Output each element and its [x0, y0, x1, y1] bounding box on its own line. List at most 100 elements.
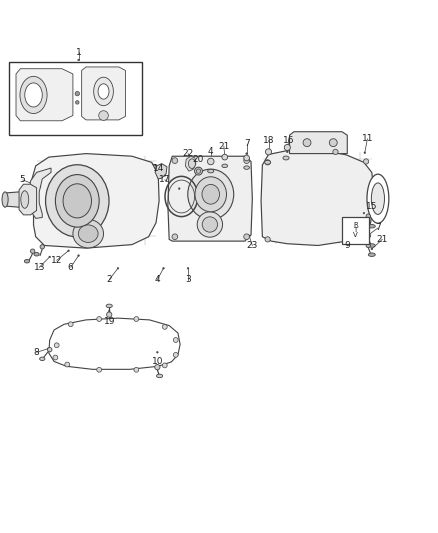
- Ellipse shape: [332, 149, 337, 155]
- Text: 21: 21: [376, 235, 387, 244]
- Ellipse shape: [221, 164, 227, 167]
- Ellipse shape: [363, 232, 368, 238]
- Polygon shape: [19, 184, 36, 215]
- Ellipse shape: [265, 237, 270, 242]
- Ellipse shape: [187, 169, 233, 220]
- Ellipse shape: [363, 152, 365, 154]
- Ellipse shape: [46, 165, 109, 237]
- Ellipse shape: [106, 304, 112, 308]
- Ellipse shape: [245, 153, 247, 155]
- Ellipse shape: [47, 348, 52, 352]
- Polygon shape: [5, 191, 33, 208]
- Text: 3: 3: [185, 275, 191, 284]
- Ellipse shape: [365, 214, 370, 219]
- Text: 18: 18: [262, 136, 274, 145]
- Ellipse shape: [30, 249, 35, 253]
- Ellipse shape: [39, 186, 41, 188]
- Ellipse shape: [178, 188, 180, 189]
- Ellipse shape: [63, 184, 91, 218]
- Text: 5: 5: [20, 175, 25, 184]
- Ellipse shape: [283, 156, 288, 160]
- Ellipse shape: [197, 212, 222, 237]
- Text: 19: 19: [103, 317, 115, 326]
- Ellipse shape: [98, 84, 109, 99]
- Text: 7: 7: [243, 140, 249, 149]
- Text: 11: 11: [361, 134, 372, 143]
- Ellipse shape: [25, 83, 42, 107]
- Polygon shape: [167, 156, 252, 241]
- Text: 4: 4: [208, 147, 213, 156]
- Ellipse shape: [201, 184, 219, 204]
- Text: 6: 6: [68, 263, 74, 272]
- Ellipse shape: [191, 160, 192, 161]
- Text: 15: 15: [365, 201, 377, 211]
- Ellipse shape: [39, 357, 45, 361]
- Ellipse shape: [96, 317, 101, 321]
- Text: 14: 14: [153, 164, 164, 173]
- Ellipse shape: [172, 158, 177, 164]
- Ellipse shape: [243, 155, 249, 161]
- Text: 12: 12: [51, 256, 62, 265]
- Ellipse shape: [134, 317, 138, 321]
- Ellipse shape: [54, 343, 59, 348]
- Ellipse shape: [223, 155, 225, 157]
- Text: V: V: [353, 232, 357, 238]
- Ellipse shape: [106, 312, 112, 317]
- Ellipse shape: [47, 348, 49, 350]
- Ellipse shape: [207, 169, 213, 173]
- Ellipse shape: [284, 144, 290, 150]
- Ellipse shape: [188, 159, 195, 168]
- Ellipse shape: [99, 111, 108, 120]
- Ellipse shape: [367, 244, 374, 247]
- Ellipse shape: [96, 367, 101, 372]
- Text: 10: 10: [151, 358, 163, 366]
- Ellipse shape: [286, 151, 288, 153]
- Ellipse shape: [78, 225, 98, 243]
- Ellipse shape: [243, 158, 249, 164]
- Text: 23: 23: [246, 241, 258, 250]
- Ellipse shape: [117, 268, 119, 269]
- Ellipse shape: [365, 233, 370, 238]
- Text: 13: 13: [33, 263, 45, 272]
- Ellipse shape: [194, 167, 202, 175]
- Ellipse shape: [162, 325, 167, 329]
- Text: 4: 4: [154, 275, 160, 284]
- Ellipse shape: [73, 220, 103, 248]
- Ellipse shape: [363, 159, 368, 164]
- Text: R: R: [353, 222, 357, 228]
- Ellipse shape: [264, 160, 270, 164]
- Ellipse shape: [367, 234, 368, 236]
- Ellipse shape: [243, 166, 249, 169]
- Ellipse shape: [163, 175, 165, 176]
- Ellipse shape: [65, 362, 70, 367]
- Polygon shape: [49, 318, 180, 369]
- Bar: [9, 62, 142, 135]
- Ellipse shape: [196, 169, 200, 173]
- Polygon shape: [31, 154, 159, 248]
- Text: T: T: [353, 227, 357, 233]
- Ellipse shape: [20, 76, 47, 114]
- Ellipse shape: [34, 253, 39, 256]
- Ellipse shape: [21, 191, 28, 208]
- Ellipse shape: [75, 101, 79, 104]
- Ellipse shape: [93, 77, 113, 106]
- Ellipse shape: [53, 355, 58, 360]
- Ellipse shape: [134, 367, 138, 372]
- Text: 8: 8: [34, 348, 39, 357]
- Ellipse shape: [67, 250, 69, 252]
- Bar: [341, 216, 368, 244]
- Ellipse shape: [207, 158, 214, 165]
- Ellipse shape: [173, 337, 178, 342]
- Ellipse shape: [2, 192, 8, 207]
- Ellipse shape: [328, 139, 336, 147]
- Ellipse shape: [162, 268, 164, 269]
- Ellipse shape: [187, 268, 188, 269]
- Ellipse shape: [173, 352, 178, 357]
- Ellipse shape: [367, 253, 374, 256]
- Ellipse shape: [353, 240, 355, 242]
- Ellipse shape: [172, 234, 177, 240]
- Ellipse shape: [156, 374, 162, 378]
- Ellipse shape: [156, 351, 158, 353]
- Ellipse shape: [365, 243, 370, 248]
- Text: 17: 17: [159, 175, 170, 184]
